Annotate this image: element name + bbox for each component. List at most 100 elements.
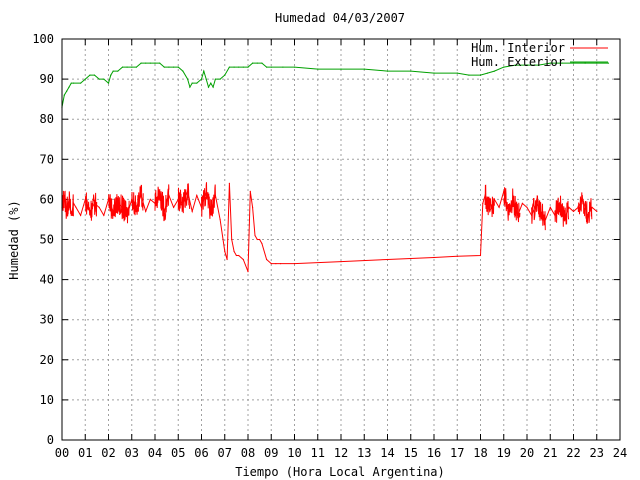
data-point-hum-exterior bbox=[191, 82, 193, 84]
data-point-hum-interior bbox=[196, 194, 198, 196]
data-point-hum-interior bbox=[191, 210, 193, 212]
x-tick-label: 01 bbox=[78, 446, 92, 460]
y-tick-label: 70 bbox=[40, 152, 54, 166]
data-point-hum-interior bbox=[131, 198, 133, 200]
data-point-hum-interior bbox=[168, 194, 170, 196]
data-point-hum-exterior bbox=[486, 72, 489, 74]
data-point-hum-exterior bbox=[607, 62, 610, 64]
data-point-hum-interior bbox=[489, 210, 491, 212]
chart-title: Humedad 04/03/2007 bbox=[275, 11, 405, 25]
y-axis-label: Humedad (%) bbox=[7, 200, 21, 279]
data-point-hum-interior bbox=[98, 206, 100, 208]
data-point-hum-interior bbox=[252, 206, 254, 208]
data-point-hum-exterior bbox=[140, 62, 142, 64]
data-point-hum-interior bbox=[340, 261, 342, 263]
data-point-hum-exterior bbox=[121, 66, 124, 68]
x-tick-label: 17 bbox=[450, 446, 464, 460]
data-point-hum-interior bbox=[386, 258, 389, 261]
data-point-hum-interior bbox=[531, 214, 533, 216]
data-point-hum-exterior bbox=[110, 74, 112, 76]
x-tick-label: 03 bbox=[125, 446, 139, 460]
data-point-hum-interior bbox=[521, 202, 524, 204]
data-point-hum-exterior bbox=[93, 74, 96, 76]
data-point-hum-interior bbox=[535, 202, 537, 204]
data-point-hum-exterior bbox=[270, 66, 272, 68]
data-point-hum-interior bbox=[112, 210, 114, 212]
data-point-hum-exterior bbox=[538, 64, 540, 66]
data-point-hum-exterior bbox=[149, 62, 151, 64]
data-point-hum-interior bbox=[149, 198, 151, 200]
legend-label-interior: Hum. Interior bbox=[471, 41, 565, 55]
data-point-hum-exterior bbox=[80, 82, 82, 84]
y-tick-label: 90 bbox=[40, 72, 54, 86]
data-point-hum-interior bbox=[200, 206, 203, 208]
x-tick-label: 12 bbox=[334, 446, 348, 460]
data-point-hum-interior bbox=[135, 206, 137, 208]
data-point-hum-interior bbox=[68, 198, 70, 200]
series-band-hum-interior bbox=[531, 195, 546, 231]
data-point-hum-exterior bbox=[66, 90, 68, 92]
data-point-hum-exterior bbox=[135, 66, 137, 68]
data-point-hum-exterior bbox=[433, 72, 435, 74]
x-tick-label: 04 bbox=[148, 446, 162, 460]
data-point-hum-interior bbox=[163, 210, 165, 212]
data-point-hum-exterior bbox=[177, 66, 179, 68]
data-point-hum-interior bbox=[75, 206, 77, 208]
data-point-hum-interior bbox=[66, 210, 68, 212]
data-point-hum-exterior bbox=[340, 68, 342, 70]
data-point-hum-interior bbox=[484, 194, 486, 196]
y-tick-label: 10 bbox=[40, 393, 54, 407]
data-point-hum-exterior bbox=[266, 66, 268, 68]
data-point-hum-exterior bbox=[503, 66, 505, 68]
data-point-hum-exterior bbox=[200, 78, 203, 80]
y-tick-label: 80 bbox=[40, 112, 54, 126]
data-point-hum-exterior bbox=[163, 66, 165, 68]
data-point-hum-interior bbox=[540, 210, 542, 212]
data-point-hum-interior bbox=[270, 263, 272, 265]
data-point-hum-exterior bbox=[386, 70, 389, 72]
data-point-hum-interior bbox=[228, 182, 230, 184]
data-point-hum-exterior bbox=[410, 70, 412, 72]
legend-label-exterior: Hum. Exterior bbox=[471, 55, 565, 69]
x-tick-label: 13 bbox=[357, 446, 371, 460]
x-tick-label: 06 bbox=[194, 446, 208, 460]
x-tick-label: 05 bbox=[171, 446, 185, 460]
data-point-hum-interior bbox=[126, 214, 128, 216]
data-point-hum-exterior bbox=[89, 74, 91, 76]
data-point-hum-exterior bbox=[203, 70, 205, 72]
data-point-hum-interior bbox=[558, 202, 561, 204]
data-point-hum-exterior bbox=[131, 66, 133, 68]
data-point-hum-interior bbox=[433, 256, 435, 259]
x-tick-label: 02 bbox=[101, 446, 115, 460]
grid bbox=[61, 38, 621, 441]
series-group bbox=[61, 62, 610, 273]
x-tick-label: 10 bbox=[287, 446, 301, 460]
data-point-hum-exterior bbox=[282, 66, 284, 68]
data-point-hum-interior bbox=[121, 206, 124, 208]
data-point-hum-interior bbox=[577, 206, 579, 208]
data-point-hum-interior bbox=[182, 202, 184, 204]
series-band-hum-interior bbox=[201, 182, 216, 219]
data-point-hum-interior bbox=[545, 218, 547, 220]
data-point-hum-interior bbox=[210, 210, 212, 212]
data-point-hum-interior bbox=[249, 190, 251, 192]
x-tick-label: 24 bbox=[613, 446, 627, 460]
data-point-hum-exterior bbox=[514, 64, 517, 66]
y-tick-label: 60 bbox=[40, 192, 54, 206]
series-band-hum-interior bbox=[131, 184, 144, 216]
data-point-hum-exterior bbox=[219, 78, 221, 80]
data-point-hum-interior bbox=[226, 258, 228, 261]
x-tick-label: 16 bbox=[427, 446, 441, 460]
x-tick-label: 20 bbox=[520, 446, 534, 460]
data-point-hum-interior bbox=[507, 210, 509, 212]
data-point-hum-interior bbox=[549, 206, 551, 208]
data-point-hum-exterior bbox=[205, 78, 207, 80]
data-point-hum-exterior bbox=[145, 62, 147, 64]
data-point-hum-exterior bbox=[98, 78, 100, 80]
data-point-hum-exterior bbox=[68, 86, 70, 88]
data-point-hum-interior bbox=[498, 206, 500, 208]
data-point-hum-exterior bbox=[526, 64, 528, 66]
data-point-hum-interior bbox=[586, 214, 589, 216]
y-tick-label: 40 bbox=[40, 273, 54, 287]
